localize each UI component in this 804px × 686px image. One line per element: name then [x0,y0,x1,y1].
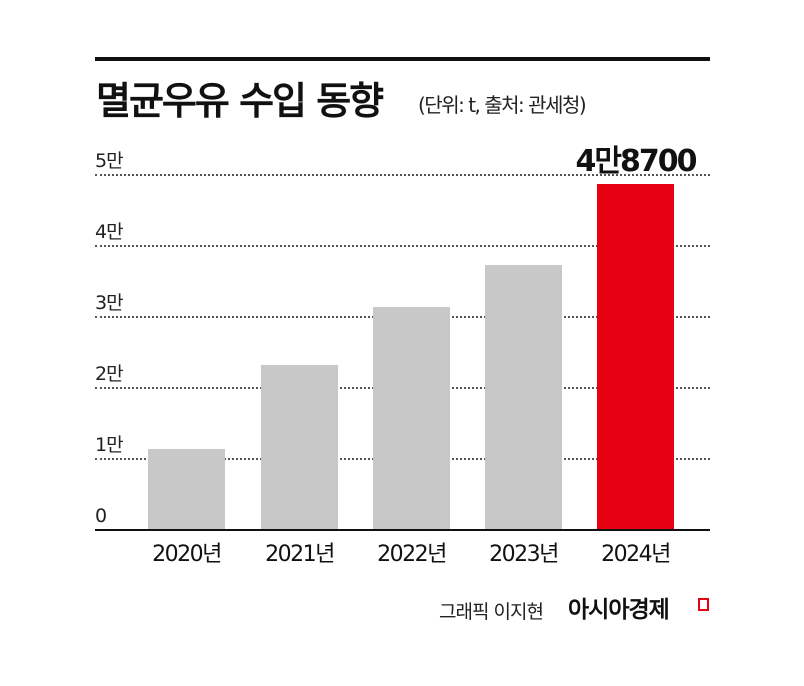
chart-subtitle: (단위: t, 출처: 관세청) [418,93,587,117]
bar-2023년 [485,265,562,530]
y-tick-label: 1만 [95,434,124,456]
gridline [95,174,710,176]
y-tick-label: 2만 [95,363,124,385]
top-rule [95,57,710,61]
brand-mark-icon [698,598,709,611]
bar-2021년 [261,365,338,530]
x-tick-label: 2021년 [265,542,335,567]
x-tick-label: 2023년 [489,542,559,567]
graphic-credit: 그래픽 이지현 [439,601,544,623]
x-tick-label: 2022년 [377,542,447,567]
y-tick-label: 4만 [95,221,124,243]
value-annotation: 4만8700 [575,144,698,179]
x-tick-label: 2024년 [601,542,671,567]
chart-title: 멸균우유 수입 동향 [96,79,384,123]
bar-2020년 [148,449,225,530]
bar-2022년 [373,307,450,530]
x-tick-label: 2020년 [152,542,222,567]
bar-2024년 [597,184,674,530]
x-axis-line [95,529,710,531]
gridline [95,245,710,247]
y-tick-label: 5만 [95,150,124,172]
y-tick-label: 3만 [95,292,124,314]
brand-logo: 아시아경제 [568,597,670,623]
y-tick-label: 0 [95,505,107,527]
